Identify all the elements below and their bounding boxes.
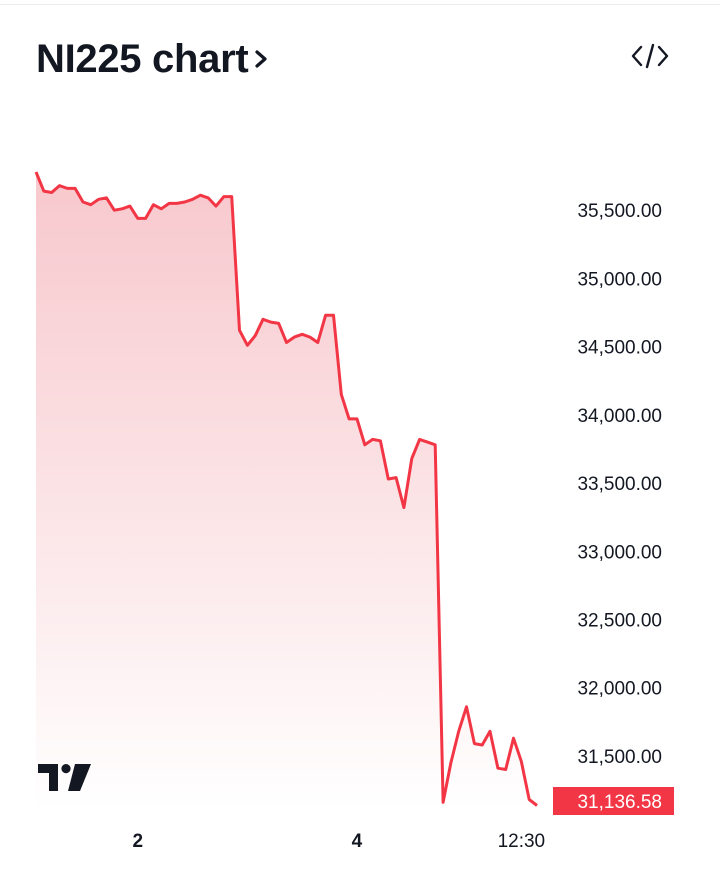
y-tick-label: 32,000.00 [577, 679, 662, 700]
chart-title-link[interactable]: NI225 chart [36, 34, 270, 84]
y-tick-label: 33,500.00 [577, 474, 662, 495]
y-tick-label: 32,500.00 [577, 610, 662, 631]
y-tick-label: 31,500.00 [577, 747, 662, 768]
page-title: NI225 chart [36, 36, 249, 81]
series-line [34, 171, 538, 807]
x-tick-label: 4 [352, 831, 363, 852]
y-tick-label: 34,500.00 [577, 338, 662, 359]
last-price-badge [553, 787, 674, 815]
code-icon [631, 41, 669, 76]
tradingview-logo[interactable] [38, 764, 92, 792]
y-tick-label: 34,000.00 [577, 406, 662, 427]
y-tick-label: 35,500.00 [577, 201, 662, 222]
series-area-fill [36, 172, 537, 810]
y-tick-label: 33,000.00 [577, 542, 662, 563]
x-tick-label: 2 [132, 831, 143, 852]
chevron-right-icon [254, 47, 270, 71]
x-tick-label: 12:30 [498, 831, 546, 852]
embed-code-button[interactable] [628, 38, 672, 78]
last-price-label: 31,136.58 [577, 792, 662, 813]
top-divider [0, 0, 720, 5]
y-tick-label: 35,000.00 [577, 269, 662, 290]
